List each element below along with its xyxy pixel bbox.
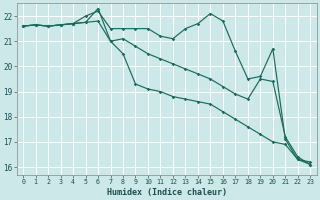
X-axis label: Humidex (Indice chaleur): Humidex (Indice chaleur) bbox=[107, 188, 227, 197]
